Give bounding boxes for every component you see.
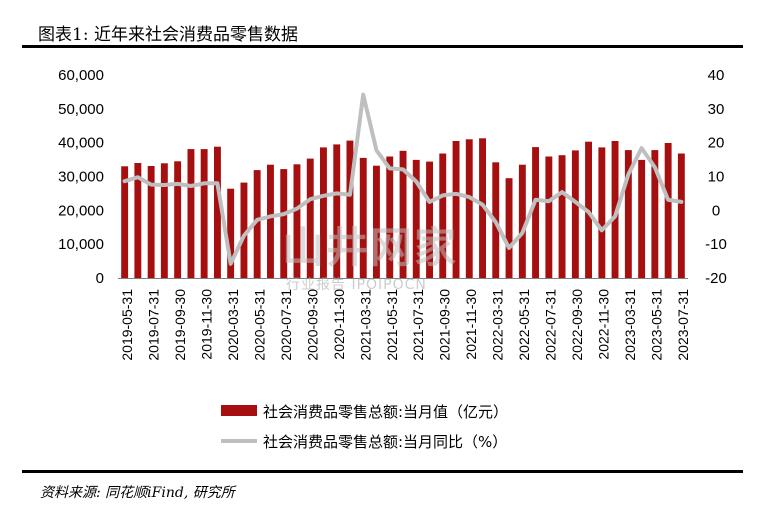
bar-2023-06: [664, 143, 672, 278]
bar-2022-11: [598, 147, 606, 278]
bar-2020-09: [306, 158, 314, 278]
bar-2019-10: [187, 149, 195, 278]
bar-2022-09: [571, 150, 579, 278]
bar-2021-12: [479, 138, 486, 278]
top-rule: [22, 45, 743, 48]
bar-2020-12: [346, 140, 354, 278]
bar-2020-08: [293, 164, 301, 278]
bar-2022-07: [545, 156, 553, 278]
bottom-rule: [22, 470, 743, 473]
bar-2023-04: [638, 159, 646, 278]
legend-label-bar: 社会消费品零售总额:当月值（亿元）: [263, 403, 509, 421]
y-left-tick-label: 30,000: [58, 169, 104, 186]
x-tick-label: 2019-11-30: [198, 289, 214, 360]
bar-2020-05: [253, 170, 261, 278]
x-tick-label: 2020-03-31: [225, 289, 241, 361]
y-left-tick-label: 20,000: [58, 202, 104, 219]
watermark-logo: 山井网家: [282, 223, 459, 272]
bar-2021-03: [359, 157, 367, 278]
y-left-tick-label: 0: [96, 270, 104, 287]
bar-2019-07: [147, 166, 155, 278]
bar-2020-07: [280, 169, 288, 278]
figure-title-bar: 图表1: 近年来社会消费品零售数据: [22, 10, 743, 46]
bar-2020-04: [240, 182, 248, 278]
bar-2021-05: [386, 156, 394, 278]
legend-label-line: 社会消费品零售总额:当月同比（%）: [263, 433, 508, 451]
x-tick-label: 2023-05-31: [649, 289, 665, 361]
bar-2020-06: [267, 164, 274, 278]
bar-2019-08: [160, 163, 168, 278]
bar-2019-05: [121, 166, 129, 278]
x-tick-label: 2022-09-30: [569, 289, 585, 361]
bar-2021-09: [439, 153, 447, 278]
x-tick-label: 2020-07-31: [278, 289, 294, 361]
bar-2021-11: [465, 139, 473, 278]
y-right-tick-label: 0: [712, 202, 720, 219]
y-left-tick-label: 60,000: [58, 67, 104, 84]
bar-2022-06: [532, 147, 539, 278]
legend-swatch-bar: [221, 405, 257, 416]
y-left-tick-label: 10,000: [58, 236, 104, 253]
source-note: 资料来源: 同花顺iFind, 研究所: [40, 485, 235, 501]
figure-title: 图表1: 近年来社会消费品零售数据: [38, 25, 298, 45]
bar-2021-07: [412, 159, 420, 278]
bar-2022-05: [518, 164, 526, 278]
bar-2023-05: [651, 150, 659, 278]
bar-2020-03: [227, 188, 235, 278]
x-tick-label: 2022-03-31: [490, 289, 506, 361]
x-tick-label: 2020-05-31: [251, 289, 267, 361]
x-tick-label: 2022-07-31: [543, 289, 559, 361]
y-right-tick-label: -20: [705, 270, 727, 287]
bar-2023-07: [677, 153, 685, 278]
y-right-tick-label: 20: [708, 135, 725, 152]
x-tick-label: 2019-05-31: [119, 289, 135, 361]
x-tick-label: 2020-09-30: [304, 289, 320, 361]
bar-2022-04: [505, 178, 513, 278]
y-right-tick-label: 10: [708, 169, 725, 186]
bar-2023-03: [624, 150, 632, 278]
x-tick-label: 2022-05-31: [516, 289, 532, 361]
y-right-tick-label: 40: [708, 67, 725, 84]
bar-2021-10: [452, 141, 460, 278]
bar-2021-04: [373, 165, 380, 278]
bar-2019-12: [214, 146, 221, 278]
x-tick-label: 2019-07-31: [146, 289, 162, 361]
bar-2020-11: [333, 144, 341, 278]
bar-2020-10: [320, 147, 327, 278]
x-tick-label: 2019-09-30: [172, 289, 188, 361]
x-tick-label: 2023-07-31: [675, 289, 691, 361]
bar-2019-06: [134, 163, 142, 278]
bar-2019-11: [200, 149, 208, 278]
watermark-subtext: 行业报告 IPOIPOCN: [286, 277, 427, 293]
x-tick-label: 2021-03-31: [357, 289, 373, 361]
legend-swatch-line: [221, 439, 257, 443]
bar-2021-08: [426, 161, 433, 278]
y-left-tick-label: 40,000: [58, 135, 104, 152]
x-tick-label: 2021-09-30: [437, 289, 453, 361]
bar-2021-06: [399, 150, 407, 278]
y-left-tick-label: 50,000: [58, 101, 104, 118]
bar-2022-12: [611, 141, 619, 278]
x-tick-label: 2021-07-31: [410, 289, 426, 361]
x-tick-label: 2021-05-31: [384, 289, 400, 361]
bar-2019-09: [174, 161, 182, 278]
x-tick-label: 2022-11-30: [596, 289, 612, 360]
bar-2022-08: [558, 155, 566, 278]
y-right-tick-label: 30: [708, 101, 725, 118]
x-tick-label: 2021-11-30: [463, 289, 479, 360]
x-tick-label: 2023-03-31: [622, 289, 638, 361]
x-tick-label: 2020-11-30: [331, 289, 347, 360]
y-right-tick-label: -10: [705, 236, 727, 253]
